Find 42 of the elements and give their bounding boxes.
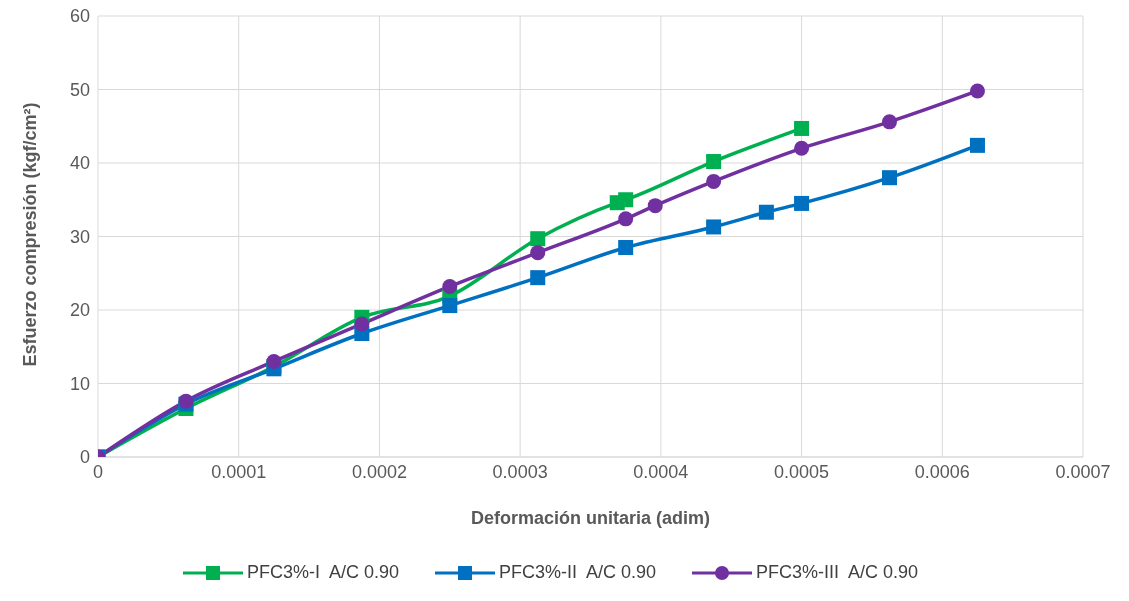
point — [442, 298, 458, 314]
x-tick-label: 0.0004 — [633, 461, 689, 482]
legend-label: PFC3%-II A/C 0.90 — [498, 562, 657, 583]
point — [969, 137, 985, 153]
point — [530, 231, 546, 247]
point — [794, 140, 810, 156]
x-tick-label: 0.0003 — [492, 461, 548, 482]
point — [618, 192, 634, 208]
x-tick-label: 0 — [92, 461, 104, 482]
point — [266, 353, 282, 369]
point — [647, 198, 663, 214]
point — [618, 211, 634, 227]
point — [706, 219, 722, 235]
point — [794, 120, 810, 136]
x-tick-label: 0.0002 — [351, 461, 407, 482]
x-tick-label: 0.0001 — [211, 461, 267, 482]
point — [530, 245, 546, 261]
y-axis-title: Esfuerzo compresión (kgf/cm²) — [20, 102, 41, 367]
x-tick-label: 0.0007 — [1055, 461, 1111, 482]
point — [442, 278, 458, 294]
point — [882, 170, 898, 186]
legend-label: PFC3%-I A/C 0.90 — [246, 562, 399, 583]
y-tick-label: 0 — [79, 447, 90, 468]
x-axis-title: Deformación unitaria (adim) — [470, 508, 711, 528]
x-tick-label: 0.0005 — [774, 461, 830, 482]
point — [794, 195, 810, 211]
point — [618, 240, 634, 256]
point — [758, 204, 774, 220]
y-tick-label: 40 — [69, 153, 90, 174]
y-tick-label: 50 — [69, 79, 90, 100]
legend-label: PFC3%-III A/C 0.90 — [756, 562, 919, 583]
point — [354, 316, 370, 332]
y-tick-label: 10 — [69, 373, 90, 394]
y-tick-label: 30 — [69, 226, 90, 247]
point — [706, 173, 722, 189]
point — [882, 114, 898, 130]
y-tick-label: 20 — [69, 300, 90, 321]
point — [530, 270, 546, 286]
x-tick-label: 0.0006 — [914, 461, 970, 482]
y-tick-label: 60 — [69, 6, 90, 27]
point — [706, 154, 722, 170]
point — [969, 83, 985, 99]
